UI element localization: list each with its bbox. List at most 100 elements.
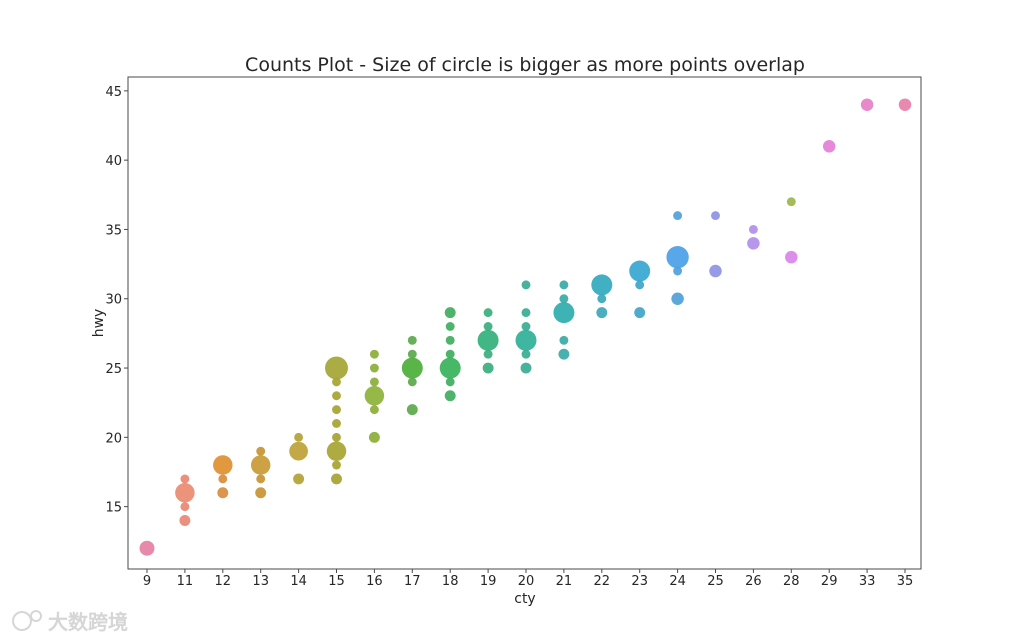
data-point (671, 292, 684, 305)
data-point (786, 197, 796, 207)
y-tick-label: 40 (105, 154, 122, 169)
x-tick-label: 25 (707, 574, 724, 589)
y-tick-label: 25 (105, 362, 122, 377)
data-point (822, 140, 836, 153)
data-point (747, 237, 760, 250)
data-point (255, 487, 267, 499)
data-point (591, 274, 613, 296)
data-point (597, 294, 607, 304)
data-point (483, 322, 493, 331)
data-point (332, 405, 341, 415)
data-point (326, 441, 347, 461)
y-tick-label: 35 (105, 223, 122, 238)
data-point (444, 307, 456, 319)
data-point (515, 329, 537, 351)
data-point (332, 432, 341, 442)
data-point (217, 487, 229, 499)
data-point (596, 307, 608, 319)
data-point (635, 280, 645, 290)
data-point (139, 540, 155, 556)
data-point (553, 302, 575, 324)
y-axis-label: hwy (91, 309, 107, 338)
data-point (521, 308, 531, 318)
data-point (175, 483, 195, 503)
data-point (289, 441, 308, 461)
data-point (860, 98, 874, 111)
data-point (521, 322, 531, 331)
data-point (332, 391, 341, 401)
x-tick-label: 21 (556, 574, 573, 589)
data-point (407, 335, 417, 345)
data-point (218, 474, 228, 484)
data-point (673, 266, 683, 276)
data-point (634, 307, 646, 319)
data-point (559, 294, 569, 304)
data-point (483, 349, 493, 359)
data-point (521, 349, 531, 359)
x-tick-label: 16 (366, 574, 383, 589)
x-tick-label: 17 (404, 574, 421, 589)
y-tick-label: 15 (105, 501, 122, 516)
x-tick-label: 28 (783, 574, 800, 589)
y-tick-label: 30 (105, 293, 122, 308)
x-axis-ticks: 9 11 12 13 14 15 16 17 18 19 20 21 22 23 24 25 26 28 29 33 3… (143, 569, 913, 589)
watermark-text: 大数跨境 (48, 610, 128, 634)
data-point (521, 280, 531, 290)
data-point (180, 474, 190, 484)
data-point (179, 515, 191, 526)
data-point (559, 335, 569, 345)
data-point (748, 225, 758, 234)
y-tick-label: 20 (105, 431, 122, 446)
data-point (520, 362, 532, 374)
data-point (483, 308, 493, 318)
data-point (445, 322, 455, 331)
x-axis-label: cty (514, 591, 535, 607)
data-point (558, 348, 570, 360)
x-tick-label: 9 (143, 574, 151, 589)
watermark-logo-icon-dot (30, 610, 42, 622)
data-point (629, 260, 651, 282)
data-point (666, 246, 689, 269)
data-point (673, 211, 683, 221)
x-tick-label: 14 (290, 574, 307, 589)
data-point (709, 264, 722, 278)
data-point (369, 377, 379, 387)
data-point (332, 419, 341, 428)
x-tick-label: 29 (821, 574, 838, 589)
data-point (369, 405, 379, 415)
data-point (369, 363, 379, 373)
data-point (325, 356, 348, 380)
data-point (559, 280, 569, 290)
data-point (445, 349, 455, 359)
data-point (898, 98, 912, 111)
watermark: 大数跨境 (12, 610, 128, 634)
data-point (477, 329, 499, 351)
data-point (445, 377, 455, 387)
watermark-logo-icon (12, 611, 32, 631)
y-axis-ticks: 15 20 25 30 35 40 45 (105, 85, 128, 516)
x-tick-label: 33 (859, 574, 876, 589)
chart-title: Counts Plot - Size of circle is bigger a… (245, 54, 805, 76)
data-point (369, 349, 379, 359)
data-point (331, 473, 342, 485)
x-tick-label: 19 (480, 574, 497, 589)
data-point (368, 431, 380, 443)
data-point (407, 349, 417, 359)
data-point (256, 474, 266, 484)
data-point (364, 386, 385, 406)
data-point (711, 211, 720, 221)
x-tick-label: 24 (669, 574, 686, 589)
x-tick-label: 18 (442, 574, 459, 589)
y-tick-label: 45 (105, 85, 122, 100)
data-point (180, 502, 190, 512)
x-tick-label: 20 (518, 574, 535, 589)
data-point (250, 455, 271, 475)
data-point (401, 357, 423, 379)
x-tick-label: 15 (328, 574, 345, 589)
data-point (482, 362, 494, 374)
x-tick-label: 11 (177, 574, 194, 589)
data-point (332, 460, 341, 470)
data-point (332, 377, 341, 387)
